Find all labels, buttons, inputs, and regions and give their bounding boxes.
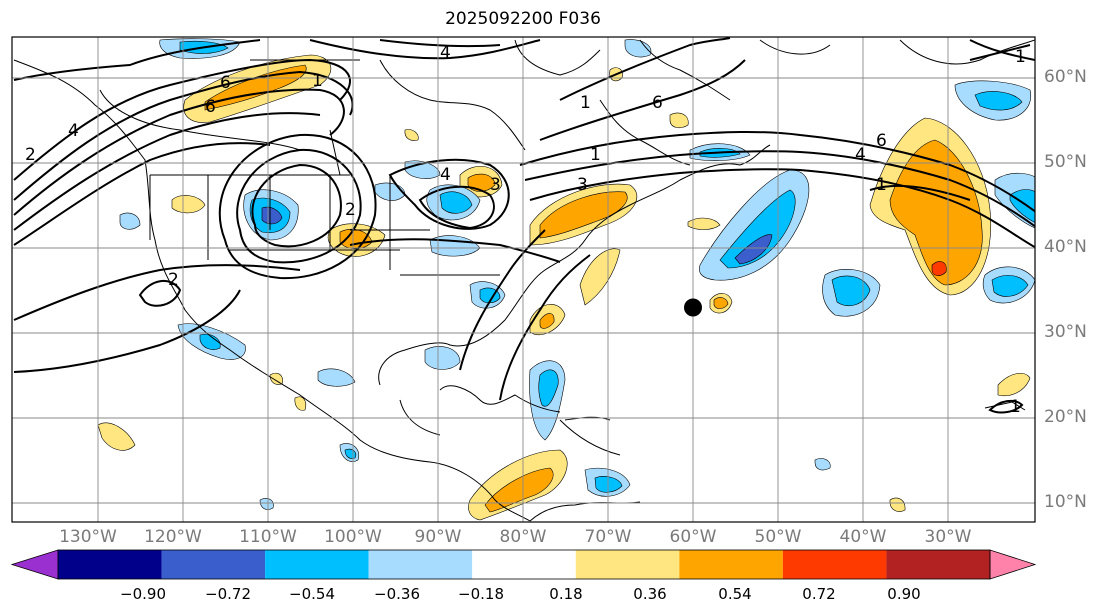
colorbar-tick-label: −0.54: [289, 585, 335, 603]
colorbar-segment: [58, 550, 162, 579]
contour-line-layer: [13, 37, 1035, 414]
latitude-label: 60°N: [1044, 67, 1087, 87]
contour-label: 6: [205, 97, 216, 117]
contour-label: 4: [855, 145, 866, 165]
contour-label: 1: [876, 175, 887, 195]
longitude-label: 80°W: [499, 527, 547, 547]
colorbar-tick-label: −0.18: [458, 585, 504, 603]
anomaly-fill-layer: [97, 38, 1035, 521]
contour-label: 6: [652, 93, 663, 113]
colorbar-segment: [161, 550, 266, 579]
colorbar-segment: [679, 550, 783, 579]
contour-label: 3: [577, 175, 588, 195]
contour-label: 2: [345, 200, 356, 220]
colorbar-tick-label: −0.90: [120, 585, 166, 603]
longitude-label: 30°W: [924, 527, 972, 547]
contour-label: 2: [25, 145, 36, 165]
contour-label: 4: [68, 121, 79, 141]
colorbar-segment: [368, 550, 473, 579]
contour-label: 3: [490, 175, 501, 195]
colorbar-segment: [265, 550, 369, 579]
contour-label: 1: [312, 71, 323, 91]
graticule: [12, 37, 1035, 522]
colorbar-segment: [886, 550, 990, 579]
contour-label: 6: [876, 131, 887, 151]
latitude-label: 40°N: [1044, 237, 1087, 257]
contour-label: 1: [1015, 47, 1026, 67]
colorbar-under-extension: [10, 549, 59, 580]
contour-labels: 6 4 1 4 6 1 3 2 2 1 6 4 1 2 4 6 1 3 1: [25, 43, 1026, 417]
colorbar-tick-label: 0.90: [887, 585, 921, 603]
colorbar-segment: [472, 550, 576, 579]
map-background: [12, 37, 1035, 522]
latitude-label: 50°N: [1044, 152, 1087, 172]
contour-label: 1: [580, 93, 591, 113]
longitude-label: 70°W: [584, 527, 632, 547]
location-marker: [684, 298, 702, 317]
colorbar-tick-label: 0.72: [802, 585, 836, 603]
latitude-label: 20°N: [1044, 407, 1087, 427]
colorbar-tick-label: 0.54: [718, 585, 752, 603]
longitude-label: 130°W: [59, 527, 117, 547]
longitude-label: 50°W: [754, 527, 802, 547]
longitude-label: 110°W: [239, 527, 297, 547]
latitude-label: 30°N: [1044, 322, 1087, 342]
colorbar-segment: [782, 550, 887, 579]
contour-label: 1: [1010, 397, 1021, 417]
contour-label: 6: [220, 73, 231, 93]
colorbar-segment: [575, 550, 680, 579]
map-title: 2025092200 F036: [445, 9, 601, 29]
colorbar: [10, 549, 1037, 580]
contour-label: 4: [440, 165, 451, 185]
colorbar-tick-label: −0.72: [205, 585, 251, 603]
contour-label: 1: [590, 145, 601, 165]
longitude-label: 40°W: [839, 527, 887, 547]
colorbar-tick-label: 0.36: [633, 585, 667, 603]
colorbar-tick-label: 0.18: [549, 585, 583, 603]
longitude-label: 120°W: [144, 527, 202, 547]
contour-label: 4: [440, 43, 451, 63]
longitude-label: 100°W: [324, 527, 382, 547]
map-frame: [11, 36, 1036, 523]
map-canvas: 6 4 1 4 6 1 3 2 2 1 6 4 1 2 4 6 1 3 1: [11, 36, 1036, 523]
colorbar-frame: [57, 549, 991, 580]
colorbar-over-extension: [989, 549, 1037, 580]
colorbar-tick-label: −0.36: [374, 585, 420, 603]
latitude-label: 10°N: [1044, 492, 1087, 512]
longitude-label: 60°W: [669, 527, 717, 547]
longitude-label: 90°W: [414, 527, 462, 547]
contour-label: 2: [168, 270, 179, 290]
